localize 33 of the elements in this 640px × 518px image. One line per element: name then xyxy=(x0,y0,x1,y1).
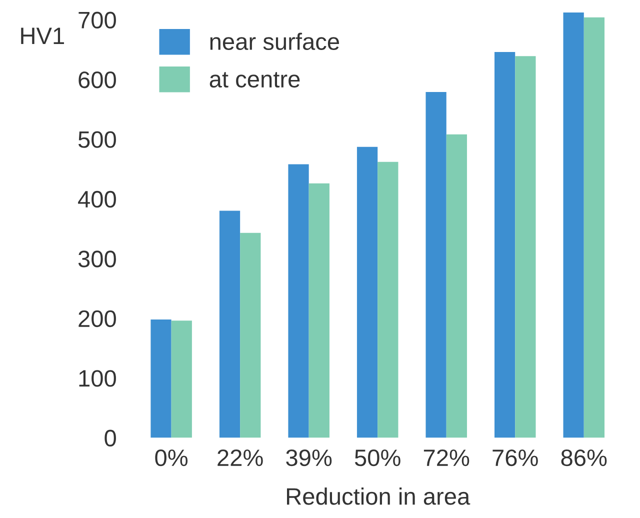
x-tick-label: 72% xyxy=(424,449,470,466)
x-tick-label: 22% xyxy=(218,449,263,466)
y-axis-title: HV1 xyxy=(21,28,64,44)
x-axis-title: Reduction in area xyxy=(287,488,470,505)
bar xyxy=(584,17,605,438)
y-tick-label: 700 xyxy=(78,12,116,28)
bar xyxy=(515,56,536,438)
bar xyxy=(356,146,378,438)
bar xyxy=(219,210,240,438)
bar xyxy=(308,183,330,438)
bar xyxy=(171,320,192,438)
bar xyxy=(240,232,261,438)
legend-label: near surface xyxy=(210,32,340,50)
bar xyxy=(150,319,172,438)
y-tick-label: 600 xyxy=(78,71,116,88)
legend-label: at centre xyxy=(210,72,300,88)
y-tick-label: 400 xyxy=(78,190,116,208)
bar xyxy=(494,52,516,438)
y-tick-label: 500 xyxy=(78,131,116,148)
y-tick-label: 200 xyxy=(78,310,116,328)
bar xyxy=(446,134,467,438)
y-tick-label: 0 xyxy=(104,430,116,446)
x-tick-label: 76% xyxy=(492,449,538,466)
x-tick-label: 86% xyxy=(561,449,607,466)
bar xyxy=(426,92,446,438)
y-tick-label: 300 xyxy=(78,250,116,268)
x-tick-label: 39% xyxy=(286,449,332,466)
bar xyxy=(378,162,398,438)
y-tick-label: 100 xyxy=(79,370,116,387)
x-tick-label: 50% xyxy=(354,449,400,466)
bar xyxy=(563,12,584,438)
bar xyxy=(288,164,309,438)
x-tick-label: 0% xyxy=(155,449,188,466)
